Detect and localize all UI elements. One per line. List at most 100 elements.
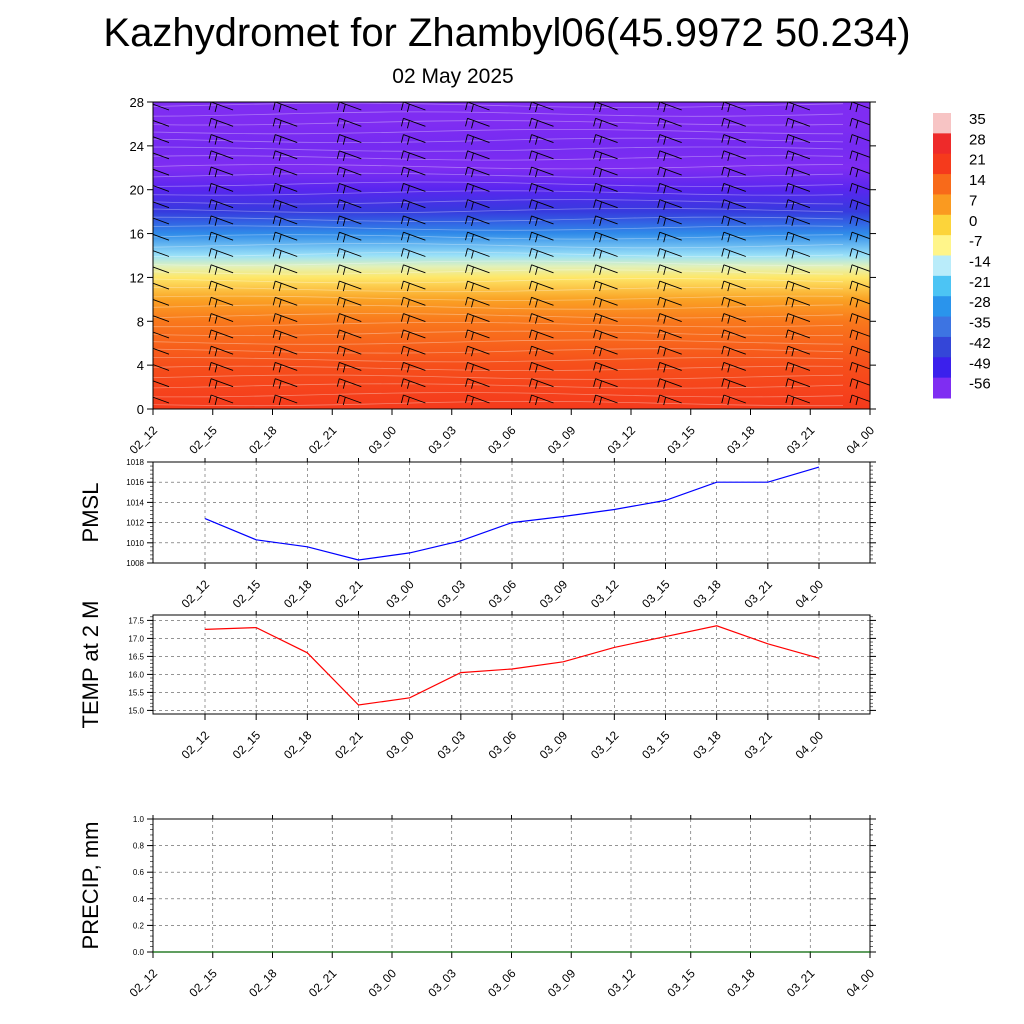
wind-barb (272, 134, 298, 145)
wind-barb (400, 102, 426, 113)
x-tick-label: 03_09 (545, 423, 579, 457)
wind-barb (336, 182, 362, 194)
wind-barb (593, 150, 618, 161)
precip-panel: 0.0 0.2 0.4 0.6 0.8 1.0 02_12 02_15 02_18 02_21 03… (78, 815, 877, 1000)
wind-barb (657, 166, 682, 178)
x-tick-label: 02_18 (246, 423, 280, 457)
wind-barb (272, 117, 298, 129)
contour-line (153, 251, 844, 258)
wind-barb (593, 248, 618, 259)
wind-barb (465, 102, 490, 113)
wind-barb (657, 182, 682, 194)
wind-barb (208, 264, 234, 275)
wind-barb (272, 361, 298, 373)
wind-barb (336, 329, 362, 341)
wind-barb (272, 182, 298, 194)
wind-barb (849, 361, 870, 373)
contour-line (153, 260, 844, 266)
temp2m-ylabel: TEMP at 2 M (78, 601, 103, 729)
wind-barb (785, 134, 811, 145)
wind-barb (785, 215, 811, 227)
wind-barb (336, 199, 362, 210)
colorbar-label: 21 (969, 152, 986, 169)
wind-barb (657, 378, 682, 389)
wind-barb (593, 378, 618, 389)
contour-line (153, 357, 844, 363)
wind-barb (593, 361, 618, 373)
wind-barb (785, 378, 811, 389)
wind-barb (465, 394, 490, 406)
contour-line (153, 146, 844, 152)
wind-barb (272, 166, 298, 178)
wind-barb (657, 280, 682, 292)
wind-barb (336, 280, 362, 292)
wind-barb (272, 329, 298, 341)
colorbar-swatch (933, 316, 951, 338)
wind-barb (336, 394, 362, 406)
wind-barb (400, 264, 426, 275)
wind-barb (336, 166, 362, 178)
contour-line (153, 374, 844, 380)
wind-barb (529, 134, 554, 145)
y-tick-label: 16.5 (128, 652, 144, 661)
wind-barb (465, 313, 490, 324)
wind-barb (657, 296, 682, 308)
x-tick-label: 04_00 (793, 728, 827, 762)
colorbar-swatch (933, 336, 951, 358)
wind-barb (153, 136, 170, 144)
wind-barb (208, 378, 234, 389)
x-tick-label: 02_15 (230, 577, 264, 611)
wind-barb (208, 215, 234, 227)
y-tick-label: 0.0 (133, 948, 145, 957)
wind-barb (400, 199, 426, 210)
wind-barb (593, 215, 618, 227)
x-tick-label: 02_12 (127, 423, 161, 457)
temp2m-panel: 15.0 15.5 16.0 16.5 17.0 17.5 02_12 02_15 02_18 0… (78, 601, 876, 762)
wind-barb (400, 361, 426, 373)
contour-line (153, 172, 844, 179)
colorbar-label: -7 (969, 233, 982, 250)
wind-barb (529, 182, 554, 194)
colorbar-label: 14 (969, 172, 986, 189)
x-tick-label: 03_18 (690, 577, 724, 611)
wind-barb (465, 166, 490, 178)
wind-barb (529, 215, 554, 227)
wind-barb (336, 345, 362, 357)
wind-barb (272, 378, 298, 389)
wind-barb (208, 313, 234, 324)
wind-barb (529, 248, 554, 259)
wind-barb (849, 264, 870, 275)
wind-barb (529, 313, 554, 324)
x-tick-label: 03_21 (784, 423, 818, 457)
x-tick-label: 02_21 (306, 966, 340, 1000)
colorbar-label: -42 (969, 335, 991, 352)
wind-barb (657, 345, 682, 357)
wind-barb (785, 280, 811, 292)
wind-barb (465, 215, 490, 227)
wind-barb (336, 231, 362, 243)
wind-barb (208, 182, 234, 194)
x-tick-label: 02_12 (179, 728, 213, 762)
temperature-field (153, 102, 870, 409)
wind-barb (208, 231, 234, 243)
wind-barb (785, 394, 811, 406)
contour-line (153, 400, 844, 407)
wind-barb (785, 182, 811, 194)
wind-barb (529, 280, 554, 292)
wind-barb (785, 296, 811, 308)
wind-barb (153, 380, 170, 388)
wind-barb (721, 166, 746, 178)
wind-barb (208, 134, 234, 145)
wind-barb (721, 264, 746, 275)
y-tick-label: 20 (130, 183, 144, 198)
y-tick-label: 1010 (126, 539, 144, 548)
x-tick-label: 03_21 (784, 966, 818, 1000)
wind-barb (785, 248, 811, 259)
wind-barb (849, 329, 870, 341)
wind-barb (208, 361, 234, 373)
wind-barb (153, 185, 170, 192)
contour-line (153, 286, 844, 293)
wind-barb (465, 199, 490, 210)
colorbar-swatch (933, 235, 951, 256)
wind-barb (721, 199, 746, 210)
